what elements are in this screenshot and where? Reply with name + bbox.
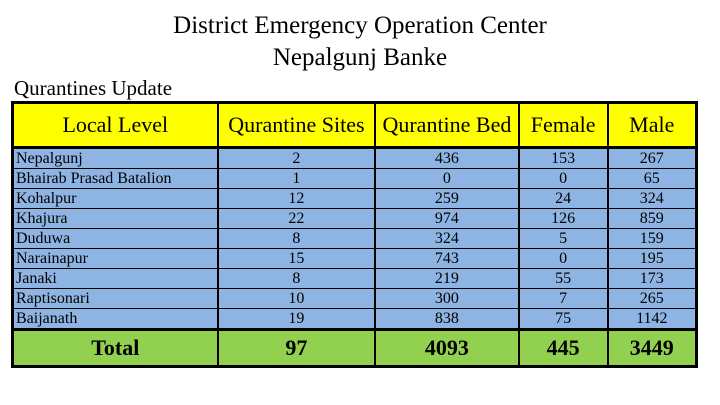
sites-cell: 22 <box>216 208 377 229</box>
table-row: Baijanath 19 838 75 1142 <box>11 308 698 330</box>
sites-cell: 8 <box>216 268 377 289</box>
female-cell: 0 <box>517 248 609 269</box>
female-cell: 55 <box>517 268 609 289</box>
section-label: Qurantines Update <box>14 76 173 100</box>
table-row: Duduwa 8 324 5 159 <box>11 228 698 249</box>
beds-cell: 300 <box>374 288 520 309</box>
table-row: Kohalpur 12 259 24 324 <box>11 188 698 209</box>
table-row: Bhairab Prasad Batalion 1 0 0 65 <box>11 168 698 189</box>
female-cell: 153 <box>517 147 609 169</box>
report-title: District Emergency Operation Center <box>173 12 547 39</box>
table-row: Raptisonari 10 300 7 265 <box>11 288 698 309</box>
male-cell: 195 <box>606 248 698 269</box>
male-cell: 1142 <box>606 308 698 330</box>
beds-cell: 219 <box>374 268 520 289</box>
local-level-cell: Janaki <box>11 268 219 289</box>
local-level-cell: Khajura <box>11 208 219 229</box>
beds-cell: 838 <box>374 308 520 330</box>
male-cell: 159 <box>606 228 698 249</box>
total-label: Total <box>11 328 219 367</box>
total-sites: 97 <box>216 328 377 367</box>
column-header-sites: Qurantine Sites <box>216 102 377 149</box>
total-beds: 4093 <box>374 328 520 367</box>
local-level-cell: Nepalgunj <box>11 147 219 169</box>
male-cell: 859 <box>606 208 698 229</box>
sites-cell: 15 <box>216 248 377 269</box>
local-level-cell: Duduwa <box>11 228 219 249</box>
sites-cell: 10 <box>216 288 377 309</box>
female-cell: 24 <box>517 188 609 209</box>
female-cell: 75 <box>517 308 609 330</box>
table-row: Nepalgunj 2 436 153 267 <box>11 147 698 169</box>
beds-cell: 324 <box>374 228 520 249</box>
sites-cell: 19 <box>216 308 377 330</box>
column-header-beds: Qurantine Bed <box>374 102 520 149</box>
table-row: Janaki 8 219 55 173 <box>11 268 698 289</box>
table-footer: Total 97 4093 445 3449 <box>11 328 698 367</box>
beds-cell: 743 <box>374 248 520 269</box>
table-header: Local Level Qurantine Sites Qurantine Be… <box>11 102 698 149</box>
beds-cell: 259 <box>374 188 520 209</box>
local-level-cell: Bhairab Prasad Batalion <box>11 168 219 189</box>
total-female: 445 <box>517 328 609 367</box>
beds-cell: 436 <box>374 147 520 169</box>
sites-cell: 12 <box>216 188 377 209</box>
sites-cell: 1 <box>216 168 377 189</box>
column-header-male: Male <box>606 102 698 149</box>
column-header-local-level: Local Level <box>11 102 219 149</box>
total-row: Total 97 4093 445 3449 <box>11 328 698 367</box>
male-cell: 267 <box>606 147 698 169</box>
local-level-cell: Kohalpur <box>11 188 219 209</box>
female-cell: 7 <box>517 288 609 309</box>
total-male: 3449 <box>606 328 698 367</box>
male-cell: 324 <box>606 188 698 209</box>
column-header-female: Female <box>517 102 609 149</box>
header-row: Local Level Qurantine Sites Qurantine Be… <box>11 102 698 149</box>
female-cell: 126 <box>517 208 609 229</box>
table-body: Nepalgunj 2 436 153 267 Bhairab Prasad Batali… <box>11 147 698 330</box>
local-level-cell: Raptisonari <box>11 288 219 309</box>
sites-cell: 2 <box>216 147 377 169</box>
male-cell: 265 <box>606 288 698 309</box>
report-location: Nepalgunj Banke <box>272 44 448 71</box>
table-row: Khajura 22 974 126 859 <box>11 208 698 229</box>
sites-cell: 8 <box>216 228 377 249</box>
beds-cell: 0 <box>374 168 520 189</box>
local-level-cell: Baijanath <box>11 308 219 330</box>
local-level-cell: Narainapur <box>11 248 219 269</box>
table-row: Narainapur 15 743 0 195 <box>11 248 698 269</box>
quarantine-table: Local Level Qurantine Sites Qurantine Be… <box>11 101 698 368</box>
male-cell: 65 <box>606 168 698 189</box>
male-cell: 173 <box>606 268 698 289</box>
beds-cell: 974 <box>374 208 520 229</box>
female-cell: 5 <box>517 228 609 249</box>
female-cell: 0 <box>517 168 609 189</box>
